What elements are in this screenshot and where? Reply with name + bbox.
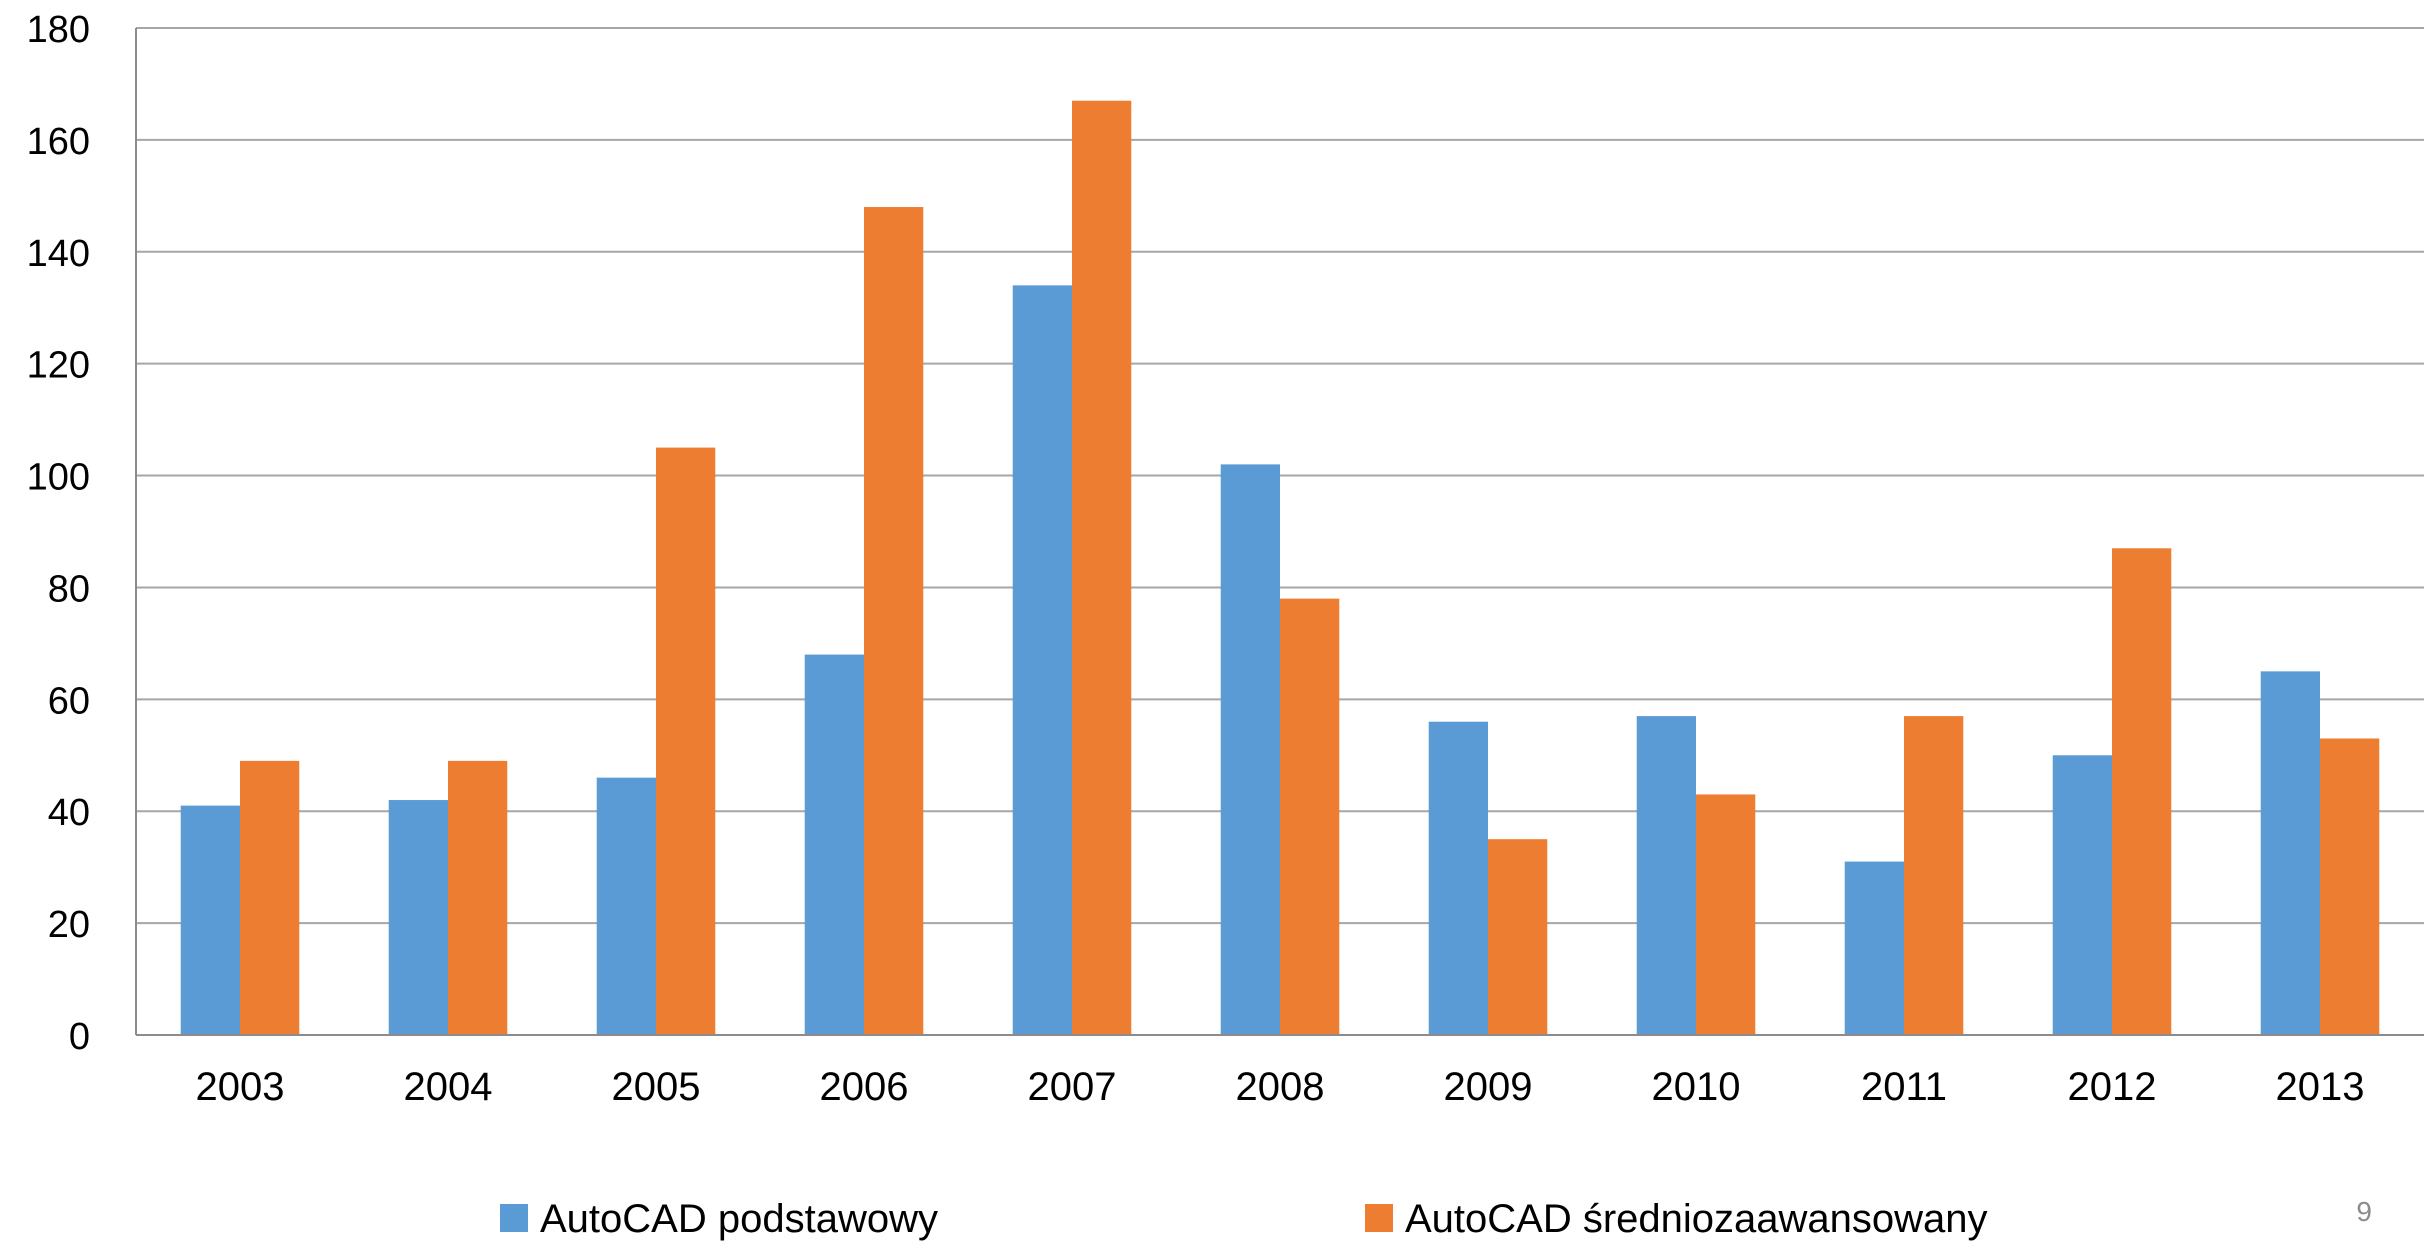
bar-sredniozaawansowany-2008 bbox=[1280, 598, 1340, 1035]
bar-podstawowy-2004 bbox=[388, 800, 448, 1035]
bar-sredniozaawansowany-2012 bbox=[2112, 548, 2172, 1035]
x-tick-label: 2009 bbox=[1444, 1065, 1533, 1109]
bar-podstawowy-2013 bbox=[2260, 671, 2320, 1035]
bar-sredniozaawansowany-2006 bbox=[864, 207, 924, 1035]
y-tick-label: 100 bbox=[27, 457, 90, 499]
bar-sredniozaawansowany-2003 bbox=[240, 760, 300, 1035]
page-number: 9 bbox=[2356, 1196, 2372, 1227]
x-tick-label: 2008 bbox=[1236, 1065, 1325, 1109]
legend-label: AutoCAD średniozaawansowany bbox=[1405, 1197, 1988, 1241]
bars bbox=[180, 100, 2380, 1035]
y-tick-label: 40 bbox=[48, 792, 90, 834]
x-tick-label: 2007 bbox=[1028, 1065, 1117, 1109]
bar-sredniozaawansowany-2005 bbox=[656, 447, 716, 1035]
bar-sredniozaawansowany-2009 bbox=[1488, 839, 1548, 1035]
x-tick-label: 2006 bbox=[820, 1065, 909, 1109]
y-tick-label: 80 bbox=[48, 568, 90, 610]
y-axis-tick-labels: 0 20 40 60 80 100 120 140 160 180 bbox=[27, 9, 90, 1058]
legend-swatch bbox=[500, 1204, 528, 1232]
bar-podstawowy-2011 bbox=[1844, 861, 1904, 1035]
bar-sredniozaawansowany-2007 bbox=[1072, 100, 1132, 1035]
bar-podstawowy-2010 bbox=[1636, 716, 1696, 1035]
y-tick-label: 180 bbox=[27, 9, 90, 51]
bar-podstawowy-2003 bbox=[180, 805, 240, 1035]
bar-podstawowy-2007 bbox=[1012, 285, 1072, 1035]
bar-sredniozaawansowany-2010 bbox=[1696, 794, 1756, 1035]
legend-swatch bbox=[1365, 1204, 1393, 1232]
axes bbox=[135, 28, 2424, 1036]
bar-sredniozaawansowany-2013 bbox=[2320, 738, 2380, 1035]
x-tick-label: 2010 bbox=[1652, 1065, 1741, 1109]
x-tick-label: 2012 bbox=[2068, 1065, 2157, 1109]
bar-podstawowy-2006 bbox=[804, 654, 864, 1035]
bar-sredniozaawansowany-2004 bbox=[448, 760, 508, 1035]
legend: AutoCAD podstawowy AutoCAD średniozaawans… bbox=[500, 1197, 1988, 1241]
y-tick-label: 60 bbox=[48, 680, 90, 722]
x-tick-label: 2013 bbox=[2276, 1065, 2365, 1109]
legend-label: AutoCAD podstawowy bbox=[540, 1197, 938, 1241]
x-axis-tick-labels: 2003 2004 2005 2006 2007 2008 2009 2010 2011 2012… bbox=[196, 1065, 2365, 1109]
y-tick-label: 140 bbox=[27, 233, 90, 275]
bar-podstawowy-2012 bbox=[2052, 755, 2112, 1035]
x-tick-label: 2004 bbox=[404, 1065, 493, 1109]
x-tick-label: 2005 bbox=[612, 1065, 701, 1109]
x-tick-label: 2003 bbox=[196, 1065, 285, 1109]
y-tick-label: 120 bbox=[27, 345, 90, 387]
bar-podstawowy-2008 bbox=[1220, 464, 1280, 1035]
y-tick-label: 0 bbox=[69, 1016, 90, 1058]
y-tick-label: 160 bbox=[27, 121, 90, 163]
bar-podstawowy-2005 bbox=[596, 777, 656, 1035]
bar-podstawowy-2009 bbox=[1428, 721, 1488, 1035]
x-tick-label: 2011 bbox=[1861, 1065, 1947, 1109]
y-tick-label: 20 bbox=[48, 904, 90, 946]
bar-sredniozaawansowany-2011 bbox=[1904, 716, 1964, 1035]
